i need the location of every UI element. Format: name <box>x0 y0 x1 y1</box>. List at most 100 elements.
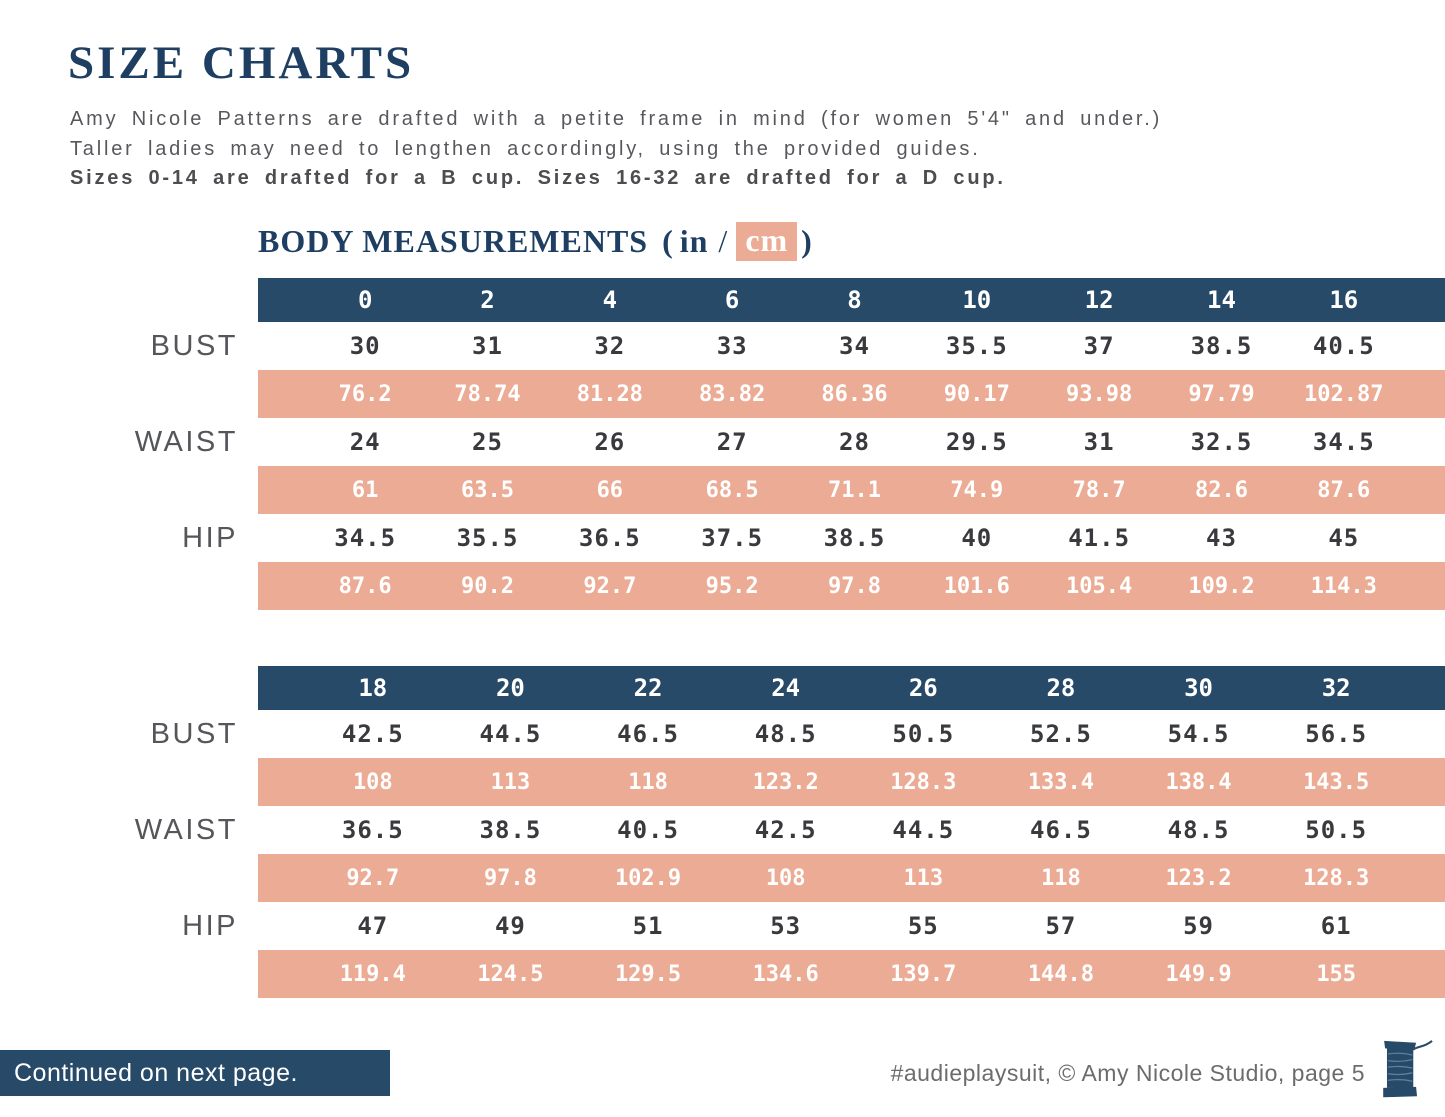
size-label: 20 <box>495 674 525 702</box>
continued-text: Continued on next page. <box>14 1058 298 1087</box>
hip-inches-value: 40 <box>961 524 993 552</box>
bust-row-label: BUST <box>150 717 238 750</box>
bust-inches-value: 35.5 <box>945 332 1008 360</box>
footer-credit: #audieplaysuit, © Amy Nicole Studio, pag… <box>890 1060 1365 1086</box>
waist-inches-value: 44.5 <box>892 816 955 844</box>
bust-inches-value: 54.5 <box>1167 720 1230 748</box>
hip-cm-value: 149.9 <box>1165 961 1232 987</box>
page-title: SIZE CHARTS <box>68 37 415 89</box>
hip-inches-value: 37.5 <box>701 524 764 552</box>
intro-line-3: Sizes 0-14 are drafted for a B cup. Size… <box>70 167 1006 189</box>
waist-row-spacer <box>0 466 258 514</box>
waist-cm-value: 118 <box>1041 865 1081 891</box>
unit-slash: / <box>718 223 729 259</box>
hip-inches-row: HIP 34.5 35.5 36.5 37.5 38.5 40 41.5 43 45 <box>0 514 1445 562</box>
size-label: 6 <box>724 286 740 314</box>
bust-inches-value: 52.5 <box>1030 720 1092 748</box>
waist-cm-value: 113 <box>903 865 944 891</box>
bust-inches-value: 34 <box>839 332 870 360</box>
hip-cm-value: 114.3 <box>1310 573 1377 599</box>
hip-cm-value: 124.5 <box>477 961 544 987</box>
size-label: 0 <box>357 286 373 314</box>
intro-line-2: Taller ladies may need to lengthen accor… <box>70 137 981 160</box>
bust-inches-value: 31 <box>472 332 503 360</box>
hip-cm-value: 90.2 <box>461 573 514 599</box>
bust-cm-value: 78.74 <box>454 381 521 407</box>
waist-inches-value: 32.5 <box>1190 428 1253 456</box>
waist-row-label: WAIST <box>134 425 238 458</box>
bust-inches-value: 38.5 <box>1190 332 1253 360</box>
unit-cm-highlight: cm <box>736 222 798 261</box>
hip-cm-value: 119.4 <box>339 961 406 987</box>
waist-cm-value: 87.6 <box>1317 477 1371 503</box>
hip-cm-value: 139.7 <box>890 961 957 987</box>
bust-inches-value: 56.5 <box>1305 720 1368 748</box>
body-measurements-heading: BODY MEASUREMENTS ( in / cm ) <box>258 222 817 261</box>
waist-inches-strip: 36.5 38.5 40.5 42.5 44.5 46.5 48.5 50.5 <box>258 806 1445 854</box>
bust-cm-value: 86.36 <box>821 381 888 407</box>
bust-cm-value: 108 <box>352 769 393 795</box>
bust-cm-value: 102.87 <box>1304 381 1384 407</box>
hip-inches-strip: 34.5 35.5 36.5 37.5 38.5 40 41.5 43 45 <box>258 514 1445 562</box>
hip-inches-row: HIP 47 49 51 53 55 57 59 61 <box>0 902 1445 950</box>
bust-cm-value: 133.4 <box>1027 769 1095 795</box>
size-label: 26 <box>908 674 938 702</box>
size-header-strip: 18 20 22 24 26 28 30 32 <box>258 666 1445 710</box>
hip-inches-value: 53 <box>770 912 802 940</box>
hip-inches-value: 35.5 <box>456 524 519 552</box>
waist-inches-value: 29.5 <box>945 428 1008 456</box>
bust-cm-value: 128.3 <box>890 769 957 795</box>
bust-cm-value: 93.98 <box>1066 381 1133 407</box>
hip-cm-value: 97.8 <box>827 573 881 599</box>
bust-cm-strip: 108 113 118 123.2 128.3 133.4 138.4 143.5 <box>258 758 1445 806</box>
size-label: 24 <box>771 674 801 702</box>
intro-line-1: Amy Nicole Patterns are drafted with a p… <box>70 108 1163 130</box>
waist-cm-value: 102.9 <box>614 865 682 891</box>
bust-inches-value: 44.5 <box>479 720 542 748</box>
waist-inches-value: 50.5 <box>1305 816 1368 844</box>
waist-cm-row: 61 63.5 66 68.5 71.1 74.9 78.7 82.6 87.6 <box>0 466 1445 514</box>
bust-inches-value: 48.5 <box>754 720 817 748</box>
waist-inches-value: 42.5 <box>754 816 817 844</box>
bust-inches-value: 32 <box>594 332 626 360</box>
size-table-18-32: 18 20 22 24 26 28 30 32 BUST 42.5 44.5 46.5 48.5 50.5… <box>0 666 1445 998</box>
thread-spool-icon <box>1371 1036 1433 1104</box>
hip-cm-value: 129.5 <box>614 961 682 987</box>
size-label: 8 <box>847 286 862 314</box>
hip-inches-value: 55 <box>907 912 939 940</box>
waist-cm-value: 71.1 <box>827 477 881 503</box>
hip-cm-value: 101.6 <box>943 573 1010 599</box>
waist-inches-value: 48.5 <box>1167 816 1230 844</box>
size-label: 12 <box>1084 286 1114 314</box>
bust-cm-value: 123.2 <box>752 769 819 795</box>
size-header-row: 0 2 4 6 8 10 12 14 16 <box>0 278 1445 322</box>
waist-cm-value: 123.2 <box>1165 865 1232 891</box>
hip-inches-value: 36.5 <box>578 524 641 552</box>
bust-inches-strip: 30 31 32 33 34 35.5 37 38.5 40.5 <box>258 322 1445 370</box>
hip-row-spacer <box>0 950 258 998</box>
size-label: 28 <box>1046 674 1076 702</box>
header-spacer <box>0 278 258 322</box>
hip-inches-value: 51 <box>632 912 664 940</box>
bust-inches-strip: 42.5 44.5 46.5 48.5 50.5 52.5 54.5 56.5 <box>258 710 1445 758</box>
hip-inches-strip: 47 49 51 53 55 57 59 61 <box>258 902 1445 950</box>
bust-inches-value: 33 <box>716 332 748 360</box>
waist-cm-value: 92.7 <box>346 865 400 891</box>
waist-inches-value: 24 <box>349 428 381 456</box>
waist-cm-strip: 61 63.5 66 68.5 71.1 74.9 78.7 82.6 87.6 <box>258 466 1445 514</box>
bust-row-spacer <box>0 758 258 806</box>
intro-paragraph: Amy Nicole Patterns are drafted with a p… <box>70 105 1162 194</box>
heading-text: BODY MEASUREMENTS <box>258 223 649 259</box>
waist-inches-value: 40.5 <box>617 816 679 844</box>
hip-inches-value: 59 <box>1183 912 1215 940</box>
bust-cm-strip: 76.2 78.74 81.28 83.82 86.36 90.17 93.98 97.79 1… <box>258 370 1445 418</box>
waist-cm-value: 66 <box>596 477 624 503</box>
size-label: 30 <box>1184 674 1214 702</box>
waist-cm-value: 78.7 <box>1072 477 1126 503</box>
bust-inches-value: 37 <box>1083 332 1115 360</box>
hip-cm-strip: 87.6 90.2 92.7 95.2 97.8 101.6 105.4 109.2 114.3 <box>258 562 1445 610</box>
bust-cm-value: 138.4 <box>1165 769 1232 795</box>
size-label: 10 <box>962 286 992 314</box>
bust-cm-value: 143.5 <box>1303 769 1370 795</box>
bust-cm-value: 113 <box>490 769 531 795</box>
